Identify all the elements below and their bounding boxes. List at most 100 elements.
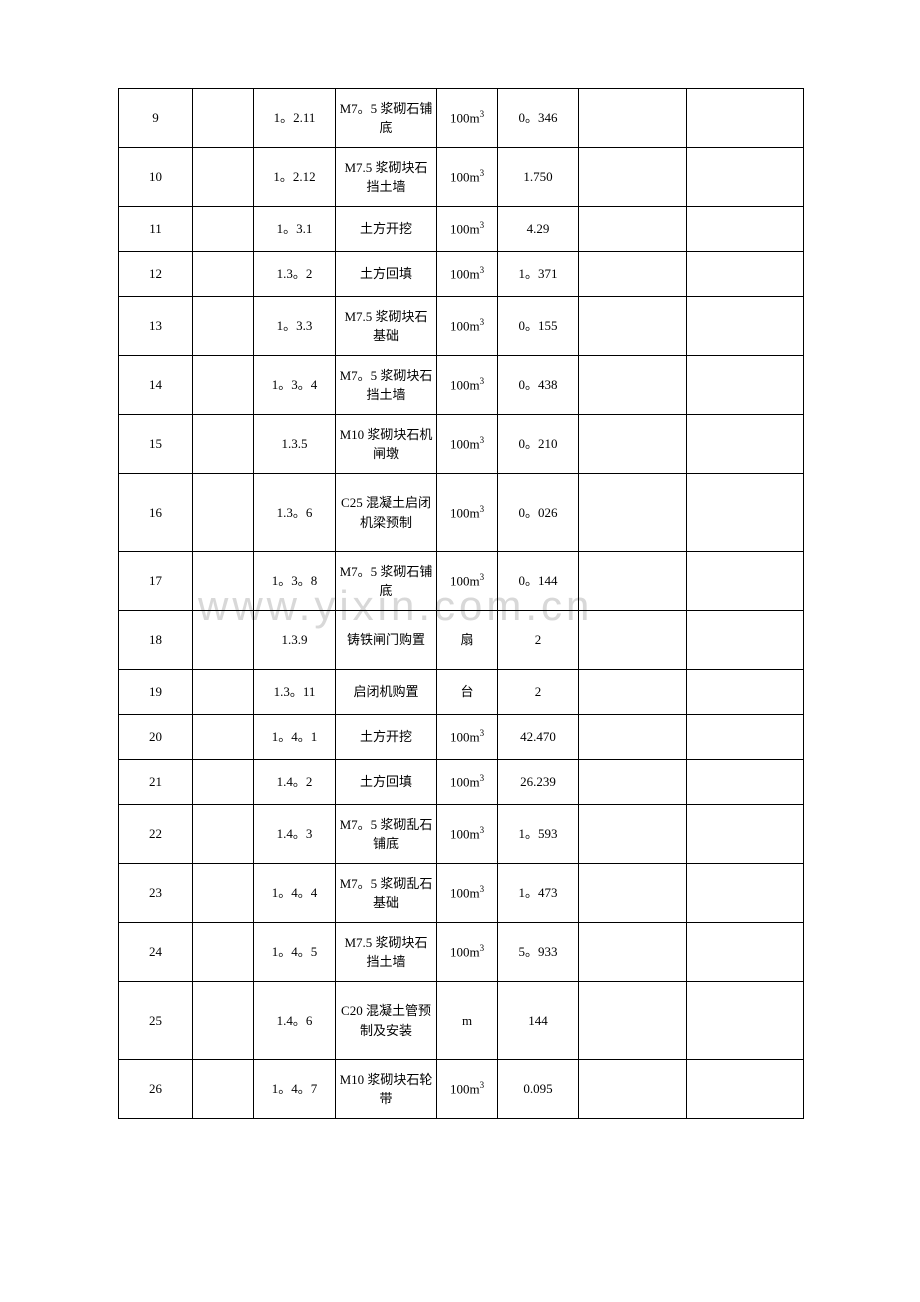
table-row: 231。4。4M7。5 浆砌乱石基础100m31。473 [119, 864, 804, 923]
cell-qty: 1.750 [498, 148, 579, 207]
cell-blank2 [579, 611, 687, 670]
cell-blank1 [193, 923, 254, 982]
cell-qty: 0。346 [498, 89, 579, 148]
cell-code: 1.3。11 [254, 670, 336, 715]
cell-blank3 [687, 611, 804, 670]
table-row: 101。2.12M7.5 浆砌块石挡土墙100m31.750 [119, 148, 804, 207]
cell-desc: M7。5 浆砌乱石基础 [336, 864, 437, 923]
cell-code: 1。3。4 [254, 356, 336, 415]
cell-desc: M10 浆砌块石机闸墩 [336, 415, 437, 474]
cell-qty: 0。155 [498, 297, 579, 356]
cell-unit: m [437, 982, 498, 1060]
table-row: 91。2.11M7。5 浆砌石铺底100m30。346 [119, 89, 804, 148]
cell-desc: C25 混凝土启闭机梁预制 [336, 474, 437, 552]
cell-blank3 [687, 148, 804, 207]
table-row: 131。3.3M7.5 浆砌块石基础100m30。155 [119, 297, 804, 356]
cell-desc: M7.5 浆砌块石挡土墙 [336, 148, 437, 207]
cell-unit: 100m3 [437, 415, 498, 474]
cell-code: 1。4。7 [254, 1060, 336, 1119]
cell-seq: 21 [119, 760, 193, 805]
cell-qty: 1。371 [498, 252, 579, 297]
cell-seq: 14 [119, 356, 193, 415]
cell-blank3 [687, 552, 804, 611]
cell-unit: 100m3 [437, 805, 498, 864]
cell-unit: 100m3 [437, 1060, 498, 1119]
cell-blank1 [193, 207, 254, 252]
table-row: 171。3。8M7。5 浆砌石铺底100m30。144 [119, 552, 804, 611]
table-row: 161.3。6C25 混凝土启闭机梁预制100m30。026 [119, 474, 804, 552]
cell-blank2 [579, 297, 687, 356]
cell-blank2 [579, 760, 687, 805]
cell-desc: 土方回填 [336, 760, 437, 805]
cell-seq: 25 [119, 982, 193, 1060]
cell-blank3 [687, 89, 804, 148]
cell-blank3 [687, 805, 804, 864]
cell-seq: 15 [119, 415, 193, 474]
cell-blank2 [579, 715, 687, 760]
cell-blank3 [687, 297, 804, 356]
cell-code: 1。3。8 [254, 552, 336, 611]
cell-qty: 5。933 [498, 923, 579, 982]
cell-code: 1。3.1 [254, 207, 336, 252]
cell-blank2 [579, 89, 687, 148]
cell-unit: 100m3 [437, 760, 498, 805]
cell-code: 1.3。2 [254, 252, 336, 297]
cell-blank3 [687, 760, 804, 805]
cell-qty: 0。144 [498, 552, 579, 611]
cell-seq: 11 [119, 207, 193, 252]
cell-seq: 18 [119, 611, 193, 670]
cell-desc: 启闭机购置 [336, 670, 437, 715]
cell-blank2 [579, 207, 687, 252]
cell-qty: 42.470 [498, 715, 579, 760]
cell-seq: 20 [119, 715, 193, 760]
cell-blank3 [687, 670, 804, 715]
cell-blank1 [193, 552, 254, 611]
data-table: 91。2.11M7。5 浆砌石铺底100m30。346101。2.12M7.5 … [118, 88, 804, 1119]
cell-blank1 [193, 805, 254, 864]
cell-unit: 100m3 [437, 923, 498, 982]
cell-qty: 0。438 [498, 356, 579, 415]
cell-qty: 26.239 [498, 760, 579, 805]
table-row: 201。4。1土方开挖100m342.470 [119, 715, 804, 760]
cell-blank3 [687, 415, 804, 474]
cell-blank1 [193, 864, 254, 923]
cell-blank1 [193, 611, 254, 670]
cell-seq: 12 [119, 252, 193, 297]
cell-blank3 [687, 923, 804, 982]
cell-desc: 土方开挖 [336, 715, 437, 760]
cell-blank2 [579, 474, 687, 552]
table-row: 211.4。2土方回填100m326.239 [119, 760, 804, 805]
cell-desc: M7.5 浆砌块石基础 [336, 297, 437, 356]
cell-desc: M7。5 浆砌石铺底 [336, 552, 437, 611]
cell-blank1 [193, 148, 254, 207]
cell-blank2 [579, 552, 687, 611]
cell-seq: 24 [119, 923, 193, 982]
cell-desc: M7。5 浆砌块石挡土墙 [336, 356, 437, 415]
table-row: 261。4。7M10 浆砌块石轮带100m30.095 [119, 1060, 804, 1119]
cell-desc: M7.5 浆砌块石挡土墙 [336, 923, 437, 982]
cell-unit: 100m3 [437, 715, 498, 760]
cell-unit: 100m3 [437, 356, 498, 415]
cell-seq: 16 [119, 474, 193, 552]
cell-desc: C20 混凝土管预制及安装 [336, 982, 437, 1060]
table-row: 151.3.5M10 浆砌块石机闸墩100m30。210 [119, 415, 804, 474]
cell-code: 1.3.5 [254, 415, 336, 474]
table-row: 251.4。6C20 混凝土管预制及安装m144 [119, 982, 804, 1060]
cell-blank1 [193, 982, 254, 1060]
cell-seq: 22 [119, 805, 193, 864]
cell-desc: 土方开挖 [336, 207, 437, 252]
cell-blank1 [193, 252, 254, 297]
cell-unit: 100m3 [437, 552, 498, 611]
table-row: 14 1。3。4M7。5 浆砌块石挡土墙100m30。438 [119, 356, 804, 415]
cell-unit: 100m3 [437, 89, 498, 148]
cell-unit: 100m3 [437, 207, 498, 252]
cell-seq: 19 [119, 670, 193, 715]
cell-qty: 0。026 [498, 474, 579, 552]
cell-blank3 [687, 356, 804, 415]
table-row: 181.3.9铸铁闸门购置扇2 [119, 611, 804, 670]
cell-seq: 23 [119, 864, 193, 923]
cell-unit: 100m3 [437, 148, 498, 207]
cell-qty: 144 [498, 982, 579, 1060]
cell-blank2 [579, 805, 687, 864]
cell-desc: M10 浆砌块石轮带 [336, 1060, 437, 1119]
